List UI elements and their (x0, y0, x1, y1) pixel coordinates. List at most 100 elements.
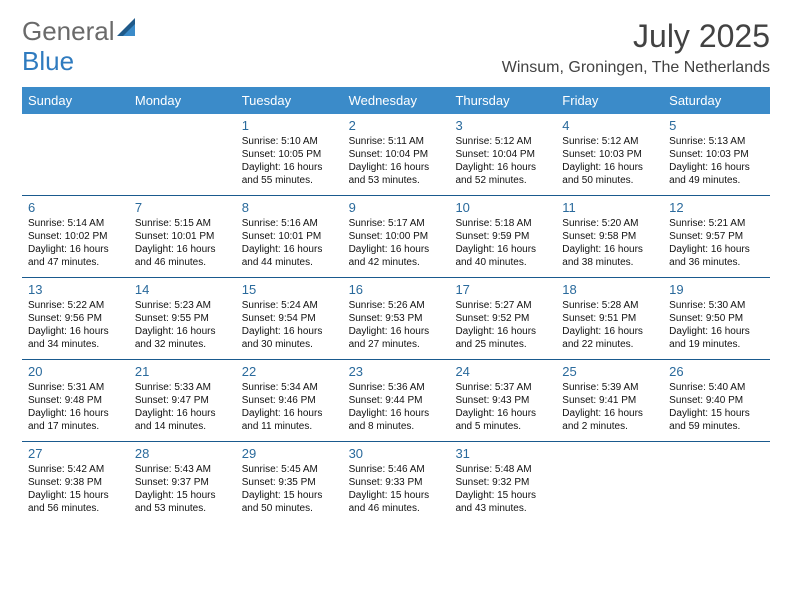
month-title: July 2025 (502, 18, 770, 55)
sunrise-text: Sunrise: 5:26 AM (349, 299, 444, 312)
sunrise-text: Sunrise: 5:40 AM (669, 381, 764, 394)
sunrise-text: Sunrise: 5:37 AM (455, 381, 550, 394)
sunset-text: Sunset: 10:05 PM (242, 148, 337, 161)
sunset-text: Sunset: 9:37 PM (135, 476, 230, 489)
day-number: 30 (349, 446, 444, 461)
day-info: Sunrise: 5:26 AMSunset: 9:53 PMDaylight:… (349, 299, 444, 351)
day-number: 9 (349, 200, 444, 215)
day-info: Sunrise: 5:22 AMSunset: 9:56 PMDaylight:… (28, 299, 123, 351)
day-header-sat: Saturday (663, 87, 770, 114)
daylight-text: Daylight: 16 hours and 2 minutes. (562, 407, 657, 433)
sunrise-text: Sunrise: 5:48 AM (455, 463, 550, 476)
calendar-cell: 21 Sunrise: 5:33 AMSunset: 9:47 PMDayligh… (129, 360, 236, 441)
daylight-text: Daylight: 16 hours and 32 minutes. (135, 325, 230, 351)
day-header-row: Sunday Monday Tuesday Wednesday Thursday… (22, 87, 770, 114)
calendar-cell: 29Sunrise: 5:45 AMSunset: 9:35 PMDayligh… (236, 442, 343, 523)
sunset-text: Sunset: 10:00 PM (349, 230, 444, 243)
calendar-cell: 22Sunrise: 5:34 AMSunset: 9:46 PMDayligh… (236, 360, 343, 441)
day-info: Sunrise: 5:14 AMSunset: 10:02 PMDaylight… (28, 217, 123, 269)
calendar-cell: 20Sunrise: 5:31 AMSunset: 9:48 PMDayligh… (22, 360, 129, 441)
calendar-cell: 31Sunrise: 5:48 AMSunset: 9:32 PMDayligh… (449, 442, 556, 523)
sunrise-text: Sunrise: 5:13 AM (669, 135, 764, 148)
daylight-text: Daylight: 16 hours and 30 minutes. (242, 325, 337, 351)
calendar-cell: 7 Sunrise: 5:15 AMSunset: 10:01 PMDayligh… (129, 196, 236, 277)
calendar-cell (556, 442, 663, 523)
day-header-mon: Monday (129, 87, 236, 114)
day-number: 8 (242, 200, 337, 215)
sunset-text: Sunset: 10:01 PM (242, 230, 337, 243)
day-number: 25 (562, 364, 657, 379)
sunrise-text: Sunrise: 5:24 AM (242, 299, 337, 312)
sunset-text: Sunset: 9:50 PM (669, 312, 764, 325)
sunset-text: Sunset: 10:04 PM (455, 148, 550, 161)
sunset-text: Sunset: 9:40 PM (669, 394, 764, 407)
calendar-cell: 13Sunrise: 5:22 AMSunset: 9:56 PMDayligh… (22, 278, 129, 359)
day-number: 14 (135, 282, 230, 297)
day-info: Sunrise: 5:15 AMSunset: 10:01 PMDaylight… (135, 217, 230, 269)
day-number: 7 (135, 200, 230, 215)
day-info: Sunrise: 5:24 AMSunset: 9:54 PMDaylight:… (242, 299, 337, 351)
logo: General (22, 18, 143, 44)
sunset-text: Sunset: 9:35 PM (242, 476, 337, 489)
daylight-text: Daylight: 15 hours and 50 minutes. (242, 489, 337, 515)
day-info: Sunrise: 5:12 AMSunset: 10:03 PMDaylight… (562, 135, 657, 187)
sunset-text: Sunset: 9:46 PM (242, 394, 337, 407)
day-number: 5 (669, 118, 764, 133)
sunset-text: Sunset: 9:38 PM (28, 476, 123, 489)
sunrise-text: Sunrise: 5:27 AM (455, 299, 550, 312)
day-info: Sunrise: 5:45 AMSunset: 9:35 PMDaylight:… (242, 463, 337, 515)
sunrise-text: Sunrise: 5:10 AM (242, 135, 337, 148)
daylight-text: Daylight: 15 hours and 43 minutes. (455, 489, 550, 515)
calendar-cell: 14Sunrise: 5:23 AMSunset: 9:55 PMDayligh… (129, 278, 236, 359)
day-info: Sunrise: 5:36 AMSunset: 9:44 PMDaylight:… (349, 381, 444, 433)
day-info: Sunrise: 5:33 AMSunset: 9:47 PMDaylight:… (135, 381, 230, 433)
day-number: 18 (562, 282, 657, 297)
sunrise-text: Sunrise: 5:42 AM (28, 463, 123, 476)
calendar-cell: 8 Sunrise: 5:16 AMSunset: 10:01 PMDayligh… (236, 196, 343, 277)
daylight-text: Daylight: 16 hours and 34 minutes. (28, 325, 123, 351)
daylight-text: Daylight: 16 hours and 27 minutes. (349, 325, 444, 351)
sunrise-text: Sunrise: 5:36 AM (349, 381, 444, 394)
day-info: Sunrise: 5:10 AMSunset: 10:05 PMDaylight… (242, 135, 337, 187)
day-info: Sunrise: 5:20 AMSunset: 9:58 PMDaylight:… (562, 217, 657, 269)
sunrise-text: Sunrise: 5:15 AM (135, 217, 230, 230)
sunrise-text: Sunrise: 5:30 AM (669, 299, 764, 312)
day-info: Sunrise: 5:18 AMSunset: 9:59 PMDaylight:… (455, 217, 550, 269)
day-info: Sunrise: 5:16 AMSunset: 10:01 PMDaylight… (242, 217, 337, 269)
day-number: 15 (242, 282, 337, 297)
sunset-text: Sunset: 10:03 PM (562, 148, 657, 161)
sunrise-text: Sunrise: 5:28 AM (562, 299, 657, 312)
day-number: 27 (28, 446, 123, 461)
calendar-cell: 26Sunrise: 5:40 AMSunset: 9:40 PMDayligh… (663, 360, 770, 441)
sunset-text: Sunset: 9:41 PM (562, 394, 657, 407)
day-info: Sunrise: 5:11 AMSunset: 10:04 PMDaylight… (349, 135, 444, 187)
calendar-cell: 24Sunrise: 5:37 AMSunset: 9:43 PMDayligh… (449, 360, 556, 441)
sunset-text: Sunset: 10:03 PM (669, 148, 764, 161)
day-info: Sunrise: 5:42 AMSunset: 9:38 PMDaylight:… (28, 463, 123, 515)
sunset-text: Sunset: 9:48 PM (28, 394, 123, 407)
sunrise-text: Sunrise: 5:43 AM (135, 463, 230, 476)
sunrise-text: Sunrise: 5:12 AM (562, 135, 657, 148)
day-number: 6 (28, 200, 123, 215)
day-info: Sunrise: 5:43 AMSunset: 9:37 PMDaylight:… (135, 463, 230, 515)
daylight-text: Daylight: 16 hours and 5 minutes. (455, 407, 550, 433)
day-number: 16 (349, 282, 444, 297)
logo-text-blue: Blue (22, 46, 74, 77)
calendar-cell: 1 Sunrise: 5:10 AMSunset: 10:05 PMDayligh… (236, 114, 343, 195)
sunset-text: Sunset: 9:52 PM (455, 312, 550, 325)
day-number: 1 (242, 118, 337, 133)
calendar-cell: 4Sunrise: 5:12 AMSunset: 10:03 PMDayligh… (556, 114, 663, 195)
calendar-cell: 12Sunrise: 5:21 AMSunset: 9:57 PMDayligh… (663, 196, 770, 277)
sunset-text: Sunset: 9:51 PM (562, 312, 657, 325)
sunset-text: Sunset: 9:57 PM (669, 230, 764, 243)
daylight-text: Daylight: 16 hours and 44 minutes. (242, 243, 337, 269)
calendar-cell: 18Sunrise: 5:28 AMSunset: 9:51 PMDayligh… (556, 278, 663, 359)
day-number: 11 (562, 200, 657, 215)
sunrise-text: Sunrise: 5:17 AM (349, 217, 444, 230)
sunset-text: Sunset: 9:54 PM (242, 312, 337, 325)
day-number: 21 (135, 364, 230, 379)
header: General July 2025 Winsum, Groningen, The… (22, 18, 770, 77)
sunset-text: Sunset: 9:58 PM (562, 230, 657, 243)
day-info: Sunrise: 5:37 AMSunset: 9:43 PMDaylight:… (455, 381, 550, 433)
sunset-text: Sunset: 10:02 PM (28, 230, 123, 243)
